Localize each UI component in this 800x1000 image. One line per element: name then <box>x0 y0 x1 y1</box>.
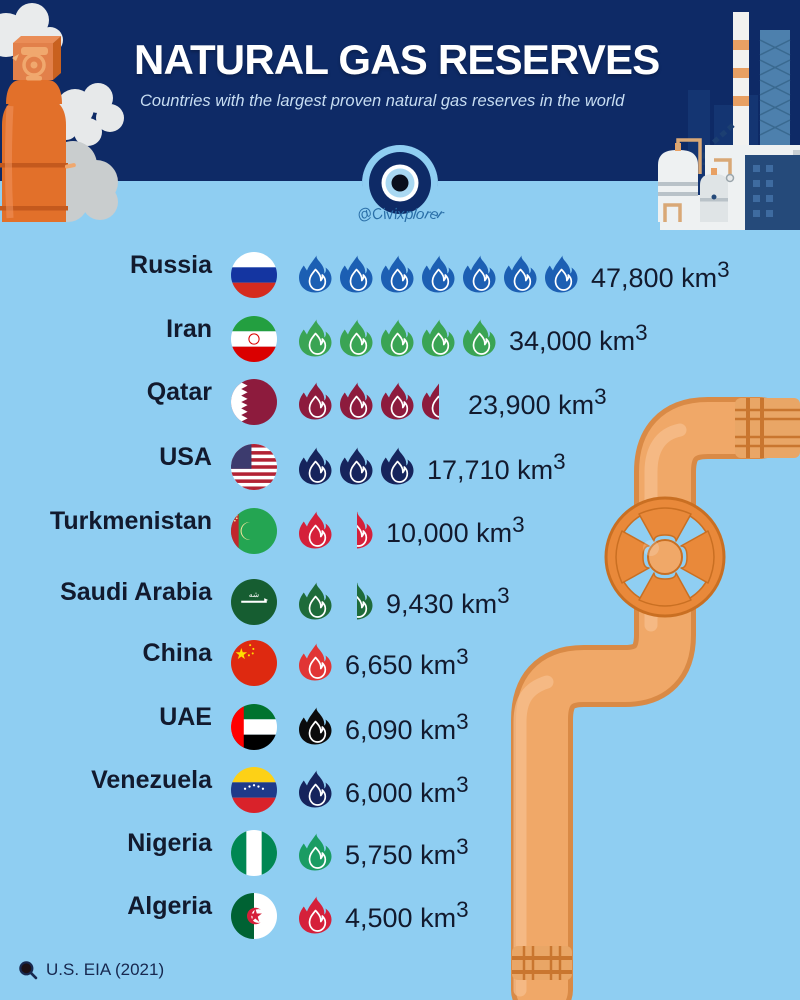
svg-text:شه: شه <box>249 590 260 599</box>
